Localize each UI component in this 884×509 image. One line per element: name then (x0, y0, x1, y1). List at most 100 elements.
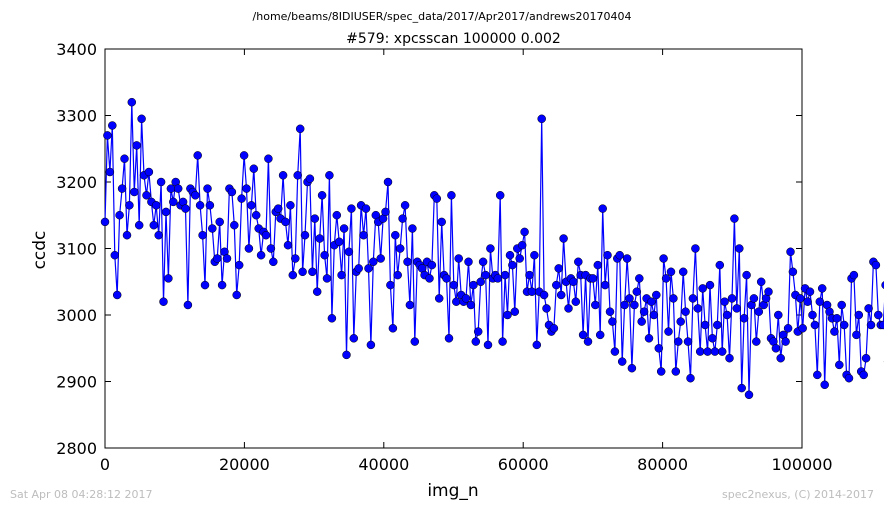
y-tick-label: 3300 (56, 107, 97, 126)
data-point (125, 201, 134, 210)
data-point (632, 287, 642, 296)
data-point (400, 201, 410, 210)
data-point (230, 220, 239, 230)
data-point (622, 254, 632, 263)
data-point (251, 210, 261, 220)
data-point (110, 250, 120, 260)
data-point (591, 300, 600, 310)
data-point (803, 297, 812, 306)
file-path-title: /home/beams/8IDIUSER/spec_data/2017/Apr2… (252, 10, 632, 23)
y-tick-label: 3200 (56, 173, 97, 192)
data-point (835, 360, 844, 370)
data-point (398, 214, 407, 223)
data-point (454, 254, 463, 263)
data-point (137, 114, 146, 124)
data-point (354, 264, 363, 273)
data-point (849, 270, 859, 280)
data-point (327, 314, 337, 323)
data-point (391, 230, 400, 240)
data-point (717, 347, 727, 356)
data-point (635, 274, 644, 283)
data-point (671, 367, 681, 376)
data-point (281, 217, 290, 227)
data-point (530, 250, 539, 260)
data-point (720, 297, 729, 306)
data-point (725, 353, 734, 363)
data-point (661, 274, 671, 283)
data-point (776, 353, 785, 363)
data-point (278, 171, 288, 180)
data-point (308, 267, 317, 277)
data-point (476, 277, 485, 287)
data-point (813, 370, 822, 380)
data-point (132, 141, 141, 150)
data-point (205, 201, 215, 210)
data-point (449, 280, 459, 290)
data-point (630, 300, 639, 310)
data-point (469, 280, 478, 290)
data-point (342, 350, 351, 360)
data-point (249, 164, 259, 173)
data-point (552, 280, 561, 290)
y-tick-label: 3100 (56, 240, 97, 259)
data-point (783, 324, 793, 333)
data-point (410, 337, 420, 346)
y-tick-labels: 2800 2900 3000 3100 3200 3300 3400 (56, 40, 97, 458)
data-point (700, 320, 710, 330)
data-point (525, 270, 534, 280)
x-tick-label: 80000 (637, 455, 688, 474)
data-point (676, 317, 685, 326)
data-point (859, 370, 868, 380)
data-point (871, 260, 881, 270)
data-point (508, 260, 517, 270)
data-point (796, 294, 805, 303)
data-point (320, 250, 329, 260)
data-point (332, 210, 342, 220)
data-point (615, 250, 624, 260)
data-point (200, 280, 210, 290)
data-point (183, 300, 193, 310)
data-point (169, 197, 178, 207)
data-point (122, 230, 132, 240)
data-point (203, 184, 212, 193)
data-point (839, 320, 849, 330)
data-point (112, 290, 122, 300)
data-point (349, 334, 359, 343)
data-point (861, 353, 871, 363)
data-point (505, 250, 515, 260)
data-point (652, 290, 661, 300)
data-point (571, 297, 581, 306)
data-point (610, 347, 620, 356)
data-point (383, 177, 393, 187)
data-point (703, 347, 712, 356)
data-point (286, 201, 295, 210)
data-point (234, 260, 244, 270)
data-point (273, 204, 283, 213)
data-point (283, 240, 293, 250)
data-point (195, 201, 205, 210)
data-point (386, 280, 395, 290)
data-point (713, 320, 722, 330)
data-point (739, 314, 749, 323)
data-point (437, 217, 446, 227)
data-point (664, 327, 673, 336)
data-point (686, 373, 695, 383)
data-point (103, 131, 112, 140)
data-point (261, 230, 271, 240)
data-point (151, 201, 161, 210)
data-point (264, 154, 273, 163)
data-point (810, 320, 820, 330)
data-point (864, 304, 873, 313)
data-point (166, 184, 176, 193)
data-point (322, 274, 332, 283)
data-point (866, 320, 876, 330)
data-point (498, 337, 507, 346)
data-point (754, 307, 764, 316)
data-point (149, 220, 159, 230)
data-point (600, 280, 610, 290)
data-point (405, 300, 415, 310)
data-point (300, 230, 310, 240)
data-point (310, 214, 320, 223)
data-point (381, 207, 390, 217)
data-point (520, 227, 529, 237)
